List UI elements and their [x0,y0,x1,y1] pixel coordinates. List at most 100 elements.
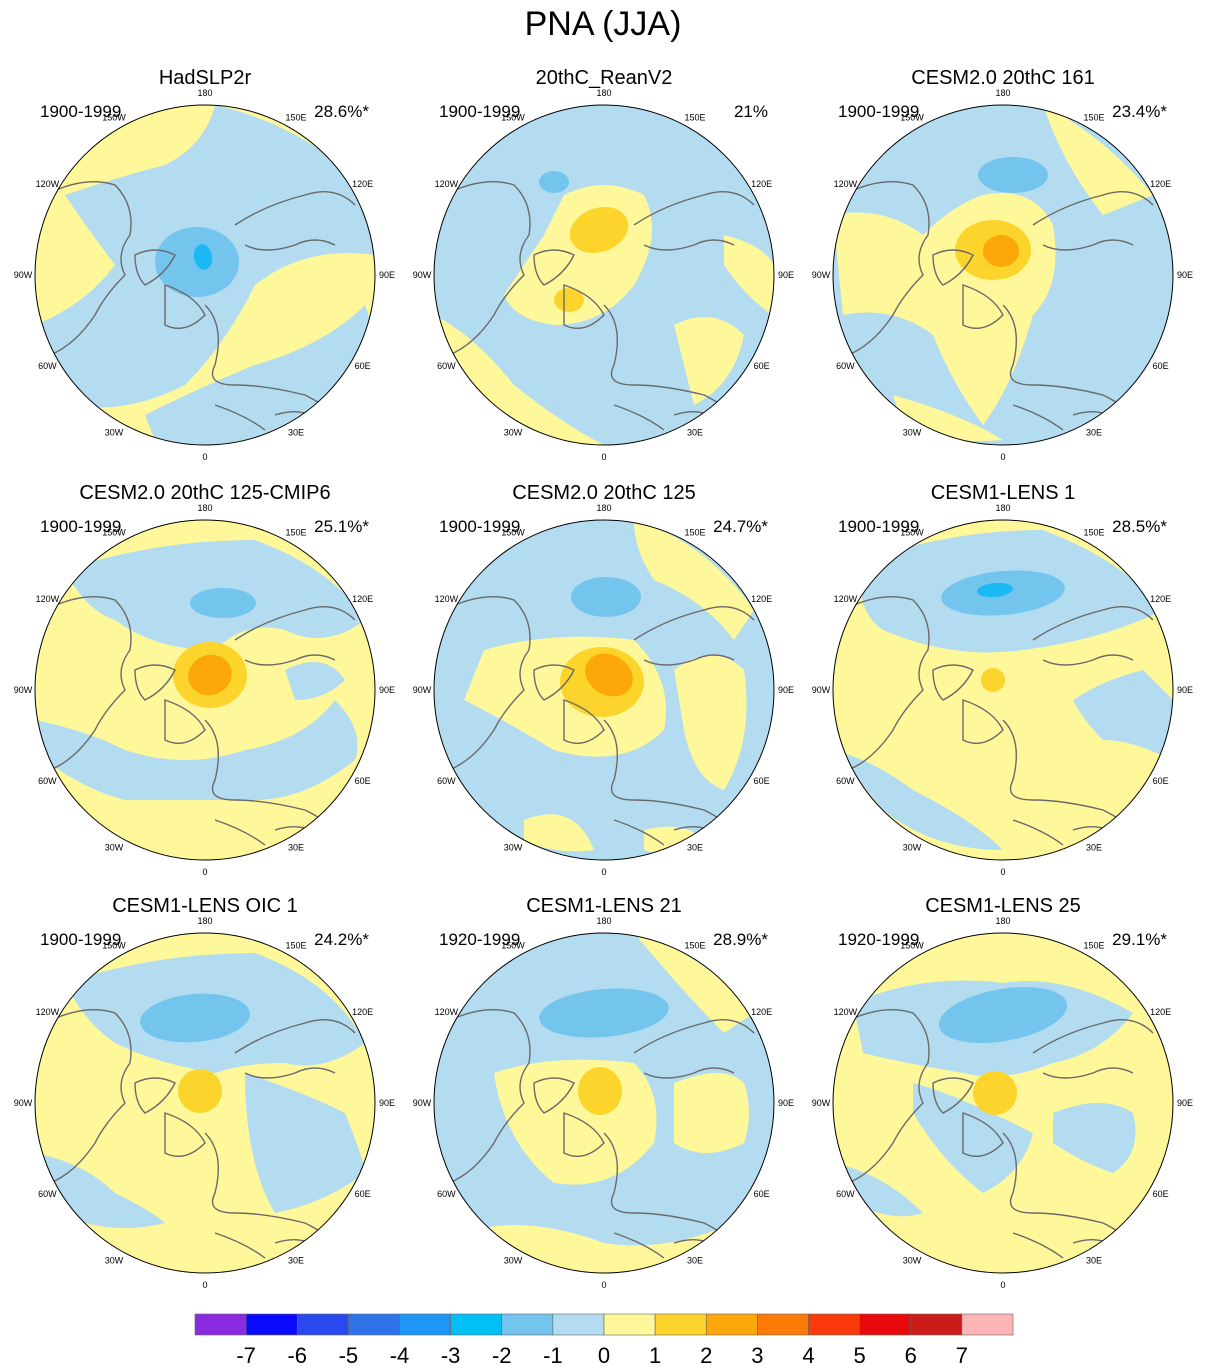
longitude-label: 150W [102,940,126,950]
coastline [443,1008,531,1184]
longitude-label: 120W [435,594,459,604]
longitude-label: 180 [995,916,1010,926]
colorbar-tick-label: -2 [492,1343,512,1368]
panel-title: CESM2.0 20thC 125-CMIP6 [79,482,331,504]
colorbar-tick-label: -7 [236,1343,256,1368]
coastline [962,284,1004,329]
longitude-label: 90E [379,1098,395,1108]
panel-variance: 24.2%* [314,930,369,949]
longitude-label: 60E [355,1189,371,1199]
polar-map: 180 150E 120E 90E 60E 30E 0 30W 60W 90W 120W 150W [413,916,794,1290]
positive-anomaly-region [524,814,594,852]
colorbar-tick-label: -1 [543,1343,563,1368]
coastline [1012,819,1064,846]
colorbar-tick-label: 2 [700,1343,712,1368]
anomaly-field [35,520,375,860]
longitude-label: 30E [1086,428,1102,438]
map-boundary [832,932,1174,1274]
longitude-label: 120E [352,1007,373,1017]
coastline [234,1019,356,1054]
longitude-label: 60W [836,776,855,786]
panel-period: 1900-1999 [40,102,122,121]
polar-map: 180 150E 120E 90E 60E 30E 0 30W 60W 90W 120W 150W [413,503,794,877]
colorbar-swatch [757,1313,809,1336]
colorbar-swatch [296,1313,349,1336]
coastline [643,654,735,666]
coastline [214,404,266,431]
polar-map: 180 150E 120E 90E 60E 30E 0 30W 60W 90W 120W 150W [413,88,794,462]
panel-variance: 24.7%* [713,517,768,536]
map-panel-5: CESM2.0 20thC 125 1900-1999 24.7%* 180 15… [404,480,804,890]
longitude-label: 180 [197,916,212,926]
panel-title: 20thC_ReanV2 [535,67,673,89]
coastline [244,1067,336,1079]
coastline [633,191,755,226]
longitude-label: 30E [288,1256,304,1266]
map-boundary [34,104,376,446]
longitude-label: 60E [355,776,371,786]
longitude-label: 90W [14,685,33,695]
longitude-label: 150E [1083,527,1104,537]
positive-anomaly-core [569,206,629,254]
coastline [44,1008,132,1184]
longitude-label: 90W [14,1098,33,1108]
coastline [134,664,176,701]
figure-title: PNA (JJA) [524,5,682,43]
longitude-label: 30W [903,843,922,853]
panel-title: CESM1-LENS 25 [925,895,1081,917]
coastline [244,654,336,666]
anomaly-field [35,105,375,445]
negative-anomaly-region [35,700,358,800]
coastline [563,284,605,329]
longitude-label: 150W [501,527,525,537]
panel-period: 1900-1999 [439,102,521,121]
panel-period: 1900-1999 [40,930,122,949]
colorbar-tick-label: 4 [802,1343,814,1368]
coastline [1032,1019,1154,1054]
longitude-label: 0 [1000,867,1005,877]
longitude-label: 60W [437,361,456,371]
longitude-label: 30E [687,1256,703,1266]
longitude-label: 150E [684,940,705,950]
longitude-label: 60E [1153,776,1169,786]
anomaly-field [434,520,774,860]
positive-anomaly-region [724,235,774,315]
panel-variance: 29.1%* [1112,930,1167,949]
longitude-label: 180 [596,503,611,513]
polar-map: 180 150E 120E 90E 60E 30E 0 30W 60W 90W 120W 150W [14,88,395,462]
coastline [1012,1232,1064,1259]
longitude-label: 120W [834,179,858,189]
map-boundary [433,104,775,446]
coastline [603,719,735,831]
map-boundary [34,932,376,1274]
coastline [1002,304,1134,416]
longitude-label: 60W [38,776,57,786]
longitude-label: 120W [36,1007,60,1017]
longitude-label: 150E [684,112,705,122]
longitude-label: 120W [36,179,60,189]
longitude-label: 90E [778,270,794,280]
coastline [164,284,206,329]
longitude-label: 150W [900,527,924,537]
map-panel-8: CESM1-LENS 21 1920-1999 28.9%* 180 150E 12… [404,893,804,1303]
map-boundary [34,519,376,861]
colorbar-tick-label: -6 [287,1343,307,1368]
longitude-label: 60W [38,1189,57,1199]
colorbar-swatch [348,1313,400,1336]
panel-variance: 25.1%* [314,517,369,536]
longitude-label: 30W [903,1256,922,1266]
coastline [563,1112,605,1157]
panel-title: CESM1-LENS 1 [930,482,1076,504]
colorbar-tick-label: 5 [854,1343,866,1368]
longitude-label: 30W [504,1256,523,1266]
map-boundary [433,932,775,1274]
negative-anomaly-region [1053,1103,1136,1173]
colorbar-swatch [245,1313,298,1336]
longitude-label: 90E [379,270,395,280]
longitude-label: 60W [38,361,57,371]
longitude-label: 150W [102,527,126,537]
longitude-label: 30W [105,1256,124,1266]
negative-anomaly-core [539,171,569,193]
negative-anomaly-core [193,244,213,270]
map-boundary [832,104,1174,446]
